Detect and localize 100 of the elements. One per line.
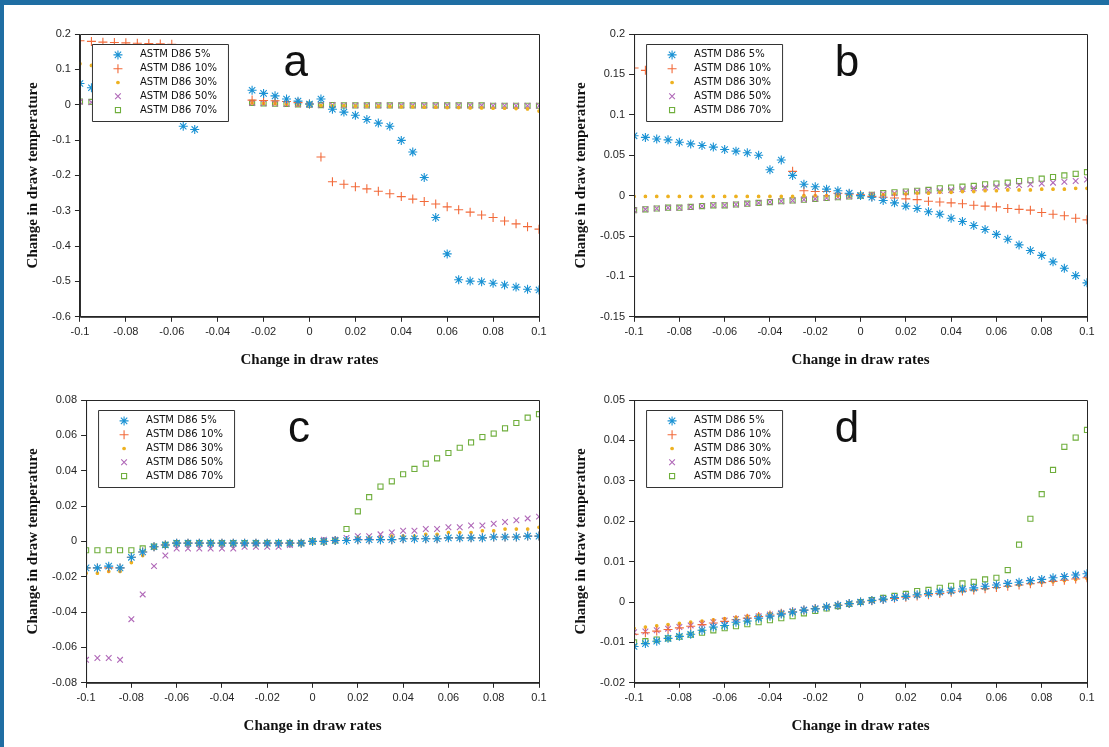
legend-label: ASTM D86 70% [694,469,772,481]
x-tick-label: 0.04 [392,691,414,704]
legend-label: ASTM D86 30% [694,76,772,88]
y-axis-title: Change in draw temperature [571,448,588,635]
y-tick-label: 0 [64,97,71,110]
x-tick-label: -0.04 [205,325,231,338]
x-tick-label: 0.1 [531,325,547,338]
legend-label: ASTM D86 10% [694,428,772,440]
y-axis-title: Change in draw temperature [571,82,588,269]
y-tick-label: -0.4 [51,239,71,252]
y-tick-label: 0 [618,188,626,201]
y-axis-title: Change in draw temperature [23,82,40,269]
x-tick-label: 0.02 [895,325,917,338]
legend-label: ASTM D86 10% [694,62,772,74]
x-tick-label: 0 [306,325,313,338]
y-axis-title: Change in draw temperature [23,448,40,635]
x-tick-label: -0.08 [113,325,139,338]
y-tick-label: -0.1 [606,269,626,282]
legend-label: ASTM D86 5% [694,414,765,426]
y-tick-label: -0.08 [51,675,78,688]
x-tick-label: 0.04 [390,325,412,338]
x-tick-label: -0.02 [251,325,277,338]
x-tick-label: 0.06 [985,325,1008,338]
x-tick-label: -0.08 [666,325,692,338]
x-tick-label: 0 [309,691,316,704]
x-tick-label: 0.1 [531,691,547,704]
x-tick-label: -0.06 [159,325,185,338]
y-tick-label: 0.04 [55,463,78,476]
legend-label: ASTM D86 10% [146,428,224,440]
x-tick-label: -0.08 [118,691,144,704]
legend-label: ASTM D86 50% [694,455,772,467]
legend-label: ASTM D86 70% [139,103,217,115]
y-tick-label: -0.01 [599,635,626,648]
x-tick-label: -0.02 [802,691,828,704]
legend-label: ASTM D86 5% [694,48,765,60]
y-tick-label: -0.3 [51,203,71,216]
annotation: b [834,36,860,86]
y-tick-label: 0.2 [55,27,71,40]
x-tick-label: 0.02 [895,691,917,704]
y-tick-label: 0.02 [55,499,78,512]
x-axis-title: Change in draw rates [791,350,930,367]
x-tick-label: 0.08 [1031,691,1053,704]
x-tick-label: -0.06 [164,691,190,704]
x-tick-label: 0.02 [344,325,367,338]
y-tick-label: 0.15 [603,67,626,80]
y-tick-label: -0.06 [51,640,78,653]
x-tick-label: -0.04 [209,691,235,704]
x-tick-label: -0.08 [666,691,692,704]
legend-label: ASTM D86 5% [146,414,217,426]
x-tick-label: 0.08 [482,325,504,338]
annotation: c [287,402,310,452]
x-axis-title: Change in draw rates [240,350,379,367]
x-tick-label: 0.04 [940,691,962,704]
y-tick-label: -0.15 [599,309,626,322]
legend-label: ASTM D86 30% [139,76,217,88]
y-tick-label: 0.1 [609,107,626,120]
x-tick-label: 0.06 [985,691,1008,704]
y-tick-label: 0 [618,595,626,608]
y-tick-label: 0.2 [609,27,626,40]
legend-label: ASTM D86 50% [694,89,772,101]
y-tick-label: -0.5 [51,274,71,287]
x-tick-label: 0.02 [347,691,369,704]
x-tick-label: 0 [857,325,864,338]
legend-label: ASTM D86 50% [146,455,224,467]
legend-label: ASTM D86 30% [694,442,772,454]
y-tick-label: -0.1 [51,133,71,146]
y-tick-label: 0.06 [55,428,78,441]
x-tick-label: -0.06 [712,691,738,704]
x-tick-label: 0.06 [437,691,460,704]
y-tick-label: -0.02 [51,569,78,582]
x-tick-label: -0.1 [76,691,96,704]
legend-label: ASTM D86 30% [146,442,224,454]
x-tick-label: -0.02 [254,691,280,704]
x-tick-label: -0.04 [757,325,783,338]
y-tick-label: 0.05 [603,148,626,161]
y-tick-label: 0.08 [55,393,78,406]
x-tick-label: -0.04 [757,691,783,704]
x-tick-label: 0.06 [436,325,458,338]
y-tick-label: -0.04 [51,605,78,618]
y-tick-label: 0.1 [55,62,71,75]
y-tick-label: 0 [70,534,78,547]
x-axis-title: Change in draw rates [243,716,382,733]
legend-label: ASTM D86 5% [139,48,211,60]
annotation: d [834,402,860,452]
x-tick-label: 0 [857,691,864,704]
legend-label: ASTM D86 70% [694,103,772,115]
y-tick-label: -0.02 [599,675,626,688]
x-tick-label: 0.08 [483,691,505,704]
x-tick-label: 0.1 [1079,325,1095,338]
y-tick-label: -0.05 [599,229,626,242]
x-tick-label: -0.02 [802,325,828,338]
annotation: a [283,36,309,86]
x-tick-label: -0.06 [712,325,738,338]
x-tick-label: 0.04 [940,325,962,338]
legend-label: ASTM D86 10% [139,62,217,74]
y-tick-label: -0.6 [51,309,71,322]
x-axis-title: Change in draw rates [791,716,930,733]
y-tick-label: 0.03 [603,473,626,486]
y-tick-label: 0.05 [603,393,626,406]
legend-label: ASTM D86 70% [146,469,224,481]
